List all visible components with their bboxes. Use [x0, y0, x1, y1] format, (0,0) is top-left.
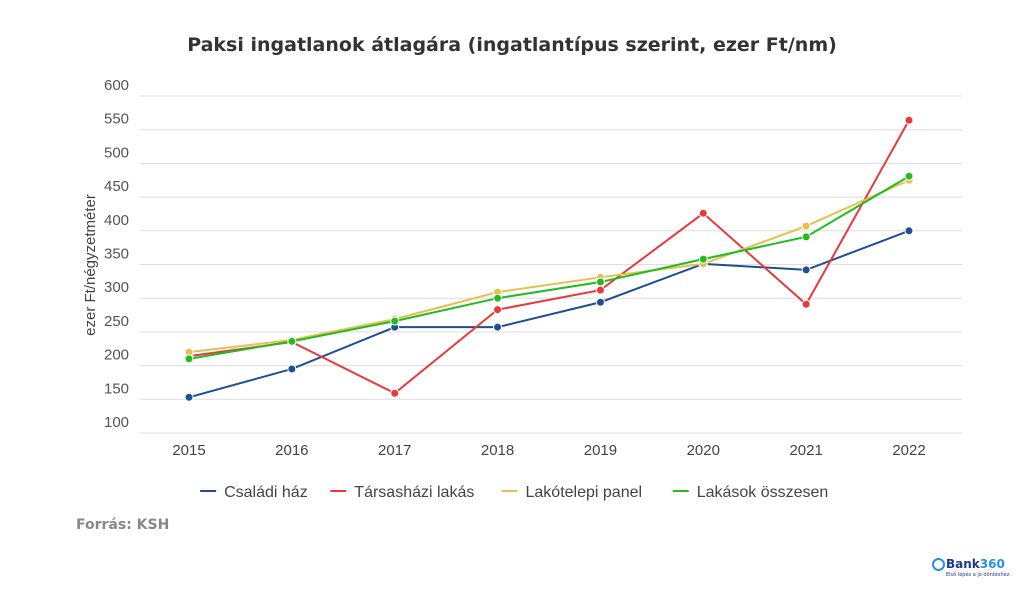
x-tick-label: 2021: [789, 442, 822, 459]
x-tick-label: 2015: [172, 442, 205, 459]
data-point: [801, 265, 811, 275]
source-note: Forrás: KSH: [76, 517, 170, 533]
legend-label: Családi ház: [224, 484, 308, 501]
series-line: [188, 119, 910, 395]
chart-title: Paksi ingatlanok átlagára (ingatlantípus…: [187, 34, 837, 56]
data-point: [801, 232, 811, 242]
y-tick-label: 100: [104, 414, 129, 431]
series-line: [188, 229, 910, 399]
bank360-logo: Bank360 Első lépés a jó döntéshez.: [932, 557, 1012, 587]
y-tick-label: 300: [104, 279, 129, 296]
legend-label: Társasházi lakás: [354, 484, 474, 501]
data-point: [801, 221, 811, 231]
data-point: [184, 354, 194, 364]
y-tick-label: 450: [104, 178, 129, 195]
y-tick-label: 400: [104, 212, 129, 229]
logo-name: Bank: [946, 557, 980, 571]
x-tick-label: 2018: [481, 442, 514, 459]
y-tick-label: 600: [104, 77, 129, 94]
y-axis-label: ezer Ft/négyzetméter: [82, 194, 99, 336]
data-point: [493, 293, 503, 303]
data-point: [801, 299, 811, 309]
data-point: [595, 297, 605, 307]
series-line: [188, 179, 910, 354]
y-tick-label: 550: [104, 111, 129, 128]
logo-number: 360: [979, 557, 1005, 571]
x-tick-label: 2022: [892, 442, 925, 459]
y-tick-label: 150: [104, 380, 129, 397]
y-tick-label: 200: [104, 347, 129, 364]
data-point: [904, 171, 914, 181]
series-line: [188, 175, 910, 360]
logo-icon: [932, 558, 945, 571]
data-point: [493, 305, 503, 315]
data-point: [595, 285, 605, 295]
legend-label: Lakótelepi panel: [526, 484, 643, 501]
data-point: [595, 277, 605, 287]
data-point: [698, 254, 708, 264]
data-point: [904, 226, 914, 236]
data-point: [390, 388, 400, 398]
data-point: [184, 392, 194, 402]
data-point: [698, 208, 708, 218]
y-tick-label: 500: [104, 144, 129, 161]
data-point: [287, 364, 297, 374]
logo-tagline: Első lépés a jó döntéshez.: [946, 572, 1011, 578]
line-chart: 100 150 200 250 300 350 400 450 500 550 600 2015 201…: [82, 77, 962, 501]
legend-label: Lakások összesen: [697, 484, 829, 501]
x-tick-label: 2019: [584, 442, 617, 459]
data-point: [904, 115, 914, 125]
x-tick-label: 2017: [378, 442, 411, 459]
data-point: [390, 316, 400, 326]
x-tick-label: 2020: [687, 442, 720, 459]
x-tick-label: 2016: [275, 442, 308, 459]
data-point: [287, 336, 297, 346]
y-tick-label: 350: [104, 246, 129, 263]
y-tick-label: 250: [104, 313, 129, 330]
data-point: [493, 322, 503, 332]
